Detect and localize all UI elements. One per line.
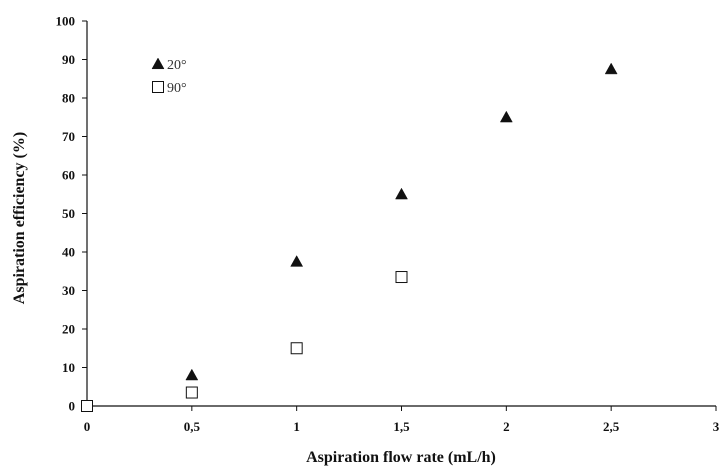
y-tick-label: 20 bbox=[62, 322, 75, 337]
x-tick-label: 2 bbox=[503, 419, 510, 434]
x-tick-label: 3 bbox=[713, 419, 719, 434]
y-tick-label: 80 bbox=[62, 91, 75, 106]
y-tick-label: 90 bbox=[62, 52, 75, 67]
legend-label: 20° bbox=[167, 58, 187, 73]
data-point-square bbox=[185, 386, 198, 399]
data-point-triangle bbox=[395, 187, 408, 200]
data-points bbox=[81, 62, 618, 412]
data-point-triangle bbox=[604, 62, 618, 75]
legend-label: 90° bbox=[167, 81, 187, 96]
legend-marker-triangle bbox=[151, 57, 165, 70]
y-axis-title: Aspiration efficiency (%) bbox=[11, 132, 28, 304]
y-axis-ticks: 0 10 20 30 40 50 60 70 80 90 100 bbox=[56, 14, 87, 414]
y-tick-label: 30 bbox=[62, 283, 75, 298]
y-tick-label: 40 bbox=[62, 245, 75, 260]
y-tick-label: 60 bbox=[62, 168, 75, 183]
y-tick-label: 0 bbox=[69, 399, 76, 414]
data-point-square bbox=[395, 271, 408, 284]
x-tick-label: 0,5 bbox=[184, 419, 201, 434]
y-tick-label: 100 bbox=[56, 14, 76, 29]
data-point-square bbox=[81, 400, 93, 412]
data-point-triangle bbox=[499, 110, 513, 123]
x-tick-label: 1 bbox=[293, 419, 300, 434]
y-tick-label: 70 bbox=[62, 129, 75, 144]
data-point-triangle bbox=[290, 255, 304, 267]
legend-marker-square bbox=[152, 81, 164, 93]
x-tick-label: 1,5 bbox=[393, 419, 410, 434]
x-axis-ticks: 0 0,5 1 1,5 2 2,5 3 bbox=[84, 406, 719, 434]
x-tick-label: 2,5 bbox=[603, 419, 620, 434]
data-point-square bbox=[290, 342, 303, 355]
x-axis-title: Aspiration flow rate (mL/h) bbox=[306, 449, 496, 466]
y-tick-label: 10 bbox=[62, 360, 75, 375]
legend: 20° 90° bbox=[151, 57, 187, 96]
y-tick-label: 50 bbox=[62, 206, 75, 221]
axes bbox=[86, 21, 716, 407]
x-tick-label: 0 bbox=[84, 419, 91, 434]
data-point-triangle bbox=[185, 368, 199, 381]
